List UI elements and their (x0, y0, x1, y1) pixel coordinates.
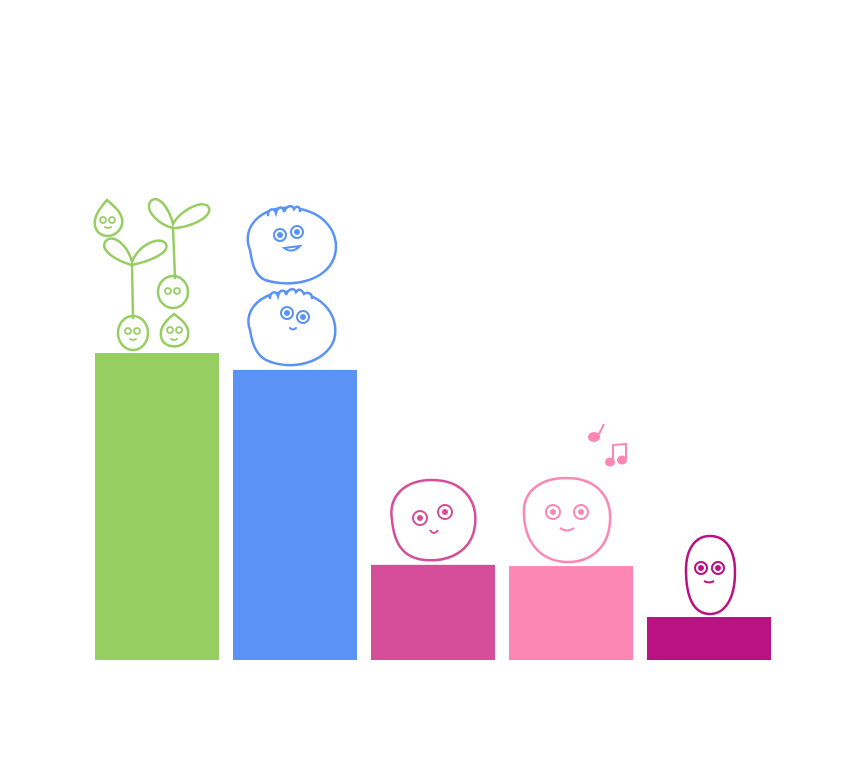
bars (95, 353, 771, 660)
round-character-icon (390, 478, 477, 562)
sprout-characters-icon (93, 198, 211, 352)
bar-5 (647, 617, 771, 660)
bar-4 (509, 566, 633, 660)
bean-character-icon (684, 534, 737, 616)
singing-character-icon (522, 476, 612, 564)
bar-2 (233, 369, 357, 660)
blue-blob-characters-icon (246, 204, 338, 367)
bar-1 (95, 353, 219, 660)
music-note-icon (588, 423, 627, 467)
bar-3 (371, 564, 495, 660)
